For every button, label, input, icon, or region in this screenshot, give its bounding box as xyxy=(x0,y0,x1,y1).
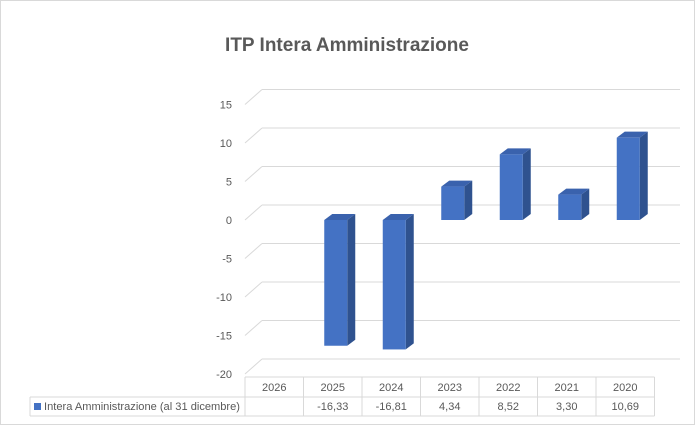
bar xyxy=(441,186,465,220)
data-label: 3,30 xyxy=(556,401,577,413)
data-label: -16,81 xyxy=(376,401,407,413)
y-tick-label: 0 xyxy=(226,215,232,227)
bar-side xyxy=(464,180,473,220)
data-label: 10,69 xyxy=(611,401,639,413)
x-category-label: 2021 xyxy=(555,382,579,394)
data-label: -16,33 xyxy=(317,401,348,413)
bar-side xyxy=(347,214,356,346)
y-tick-label: -5 xyxy=(222,254,232,266)
bar-top xyxy=(441,180,473,187)
x-category-label: 2020 xyxy=(613,382,637,394)
x-category-label: 2022 xyxy=(496,382,520,394)
x-category-label: 2024 xyxy=(379,382,403,394)
bar xyxy=(616,137,640,220)
bar-top xyxy=(324,214,356,220)
y-tick-label: -20 xyxy=(216,369,232,381)
x-category-label: 2023 xyxy=(438,382,462,394)
data-label: 4,34 xyxy=(439,401,460,413)
x-category-label: 2025 xyxy=(321,382,345,394)
grid-diagonal xyxy=(244,320,263,336)
bar-side xyxy=(639,131,648,220)
grid-diagonal xyxy=(244,204,263,221)
y-tick-label: 15 xyxy=(220,100,232,112)
y-tick-label: 10 xyxy=(220,138,232,150)
x-category-label: 2026 xyxy=(262,382,286,394)
bar-top xyxy=(616,131,648,138)
bar-top xyxy=(558,188,590,195)
series-name: Intera Amministrazione (al 31 dicembre) xyxy=(44,401,240,413)
bar-top xyxy=(499,148,531,155)
grid-diagonal xyxy=(244,166,263,182)
bar xyxy=(499,154,523,220)
bar-side xyxy=(522,148,531,220)
bar xyxy=(382,220,406,350)
grid-diagonal xyxy=(244,89,263,105)
legend-key xyxy=(34,403,41,410)
bar xyxy=(324,220,348,346)
y-tick-label: 5 xyxy=(226,177,232,189)
grid-diagonal xyxy=(244,358,263,375)
grid-diagonal xyxy=(244,127,263,144)
data-label: 8,52 xyxy=(498,401,519,413)
y-tick-label: -10 xyxy=(216,292,232,304)
y-tick-label: -15 xyxy=(216,331,232,343)
bar-top xyxy=(382,214,414,220)
bar xyxy=(558,194,582,220)
bar-side xyxy=(405,214,414,350)
bar-side xyxy=(581,188,590,220)
grid-diagonal xyxy=(244,281,263,298)
grid-diagonal xyxy=(244,243,263,259)
chart-title: ITP Intera Amministrazione xyxy=(225,35,469,56)
